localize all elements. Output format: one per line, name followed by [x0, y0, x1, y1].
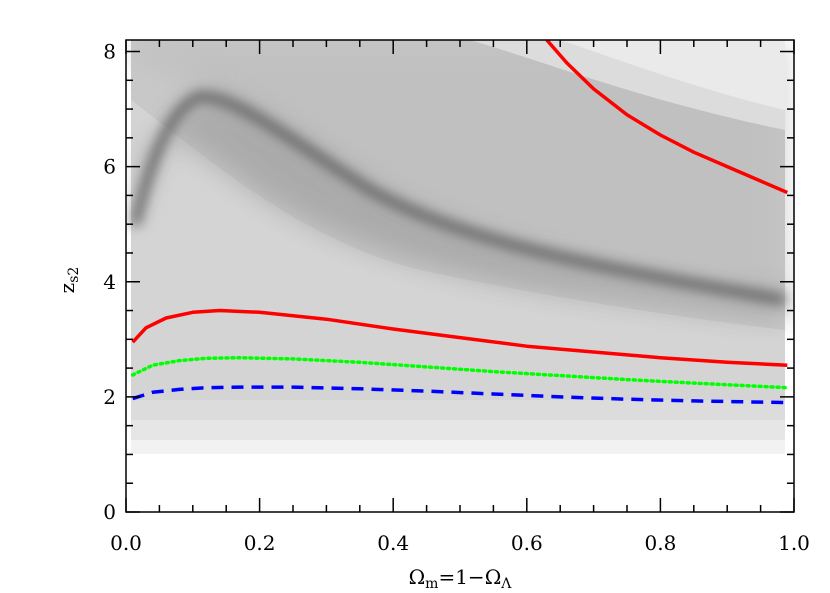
- x-axis-title-sub: m: [425, 576, 438, 592]
- x-axis-title: Ωm=1−ΩΛ: [409, 565, 513, 592]
- y-tick-label: 4: [103, 270, 116, 294]
- y-axis-title-main: z: [55, 283, 79, 294]
- x-axis-title-main: Ω: [409, 565, 426, 589]
- y-tick-label: 8: [103, 40, 116, 64]
- series-line-1: [545, 40, 788, 195]
- contour-field: [126, 40, 794, 512]
- y-axis-title: zs2: [55, 267, 82, 294]
- y-tick-label: 6: [103, 155, 116, 179]
- y-tick-label: 2: [103, 385, 116, 409]
- x-tick-label: 0.2: [244, 531, 276, 555]
- x-tick-label: 1.0: [778, 531, 810, 555]
- series-line-0: [131, 308, 788, 367]
- x-tick-label: 0.0: [110, 531, 142, 555]
- series-line-3: [132, 385, 788, 405]
- x-axis-title-mid: =1−Ω: [438, 565, 501, 589]
- x-tick-label: 0.4: [377, 531, 409, 555]
- series-layer: [130, 40, 790, 405]
- tick-layer: 0.0 0.2 0.4 0.6 0.8 1.0 0 2 4 6 8: [103, 40, 810, 555]
- y-tick-label: 0: [103, 500, 116, 524]
- x-tick-label: 0.6: [511, 531, 543, 555]
- x-axis-title-sub2: Λ: [500, 576, 512, 592]
- series-line-2: [130, 355, 790, 390]
- x-tick-label: 0.8: [644, 531, 676, 555]
- y-axis-title-sub: s2: [66, 267, 82, 283]
